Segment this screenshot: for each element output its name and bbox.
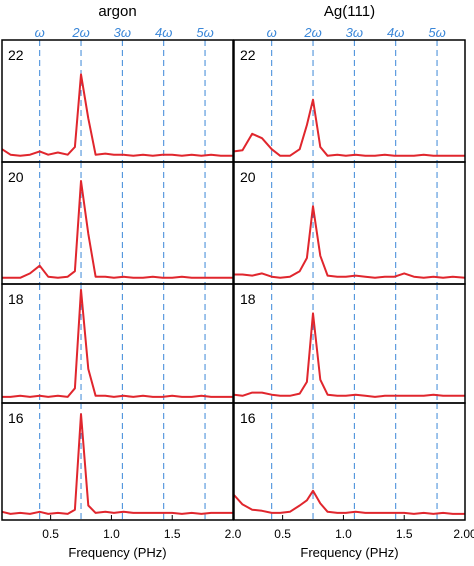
x-axis-label: Frequency (PHz) [300,545,398,560]
harmonic-label: 5ω [196,25,213,40]
x-tick-label: 2.0 [225,527,242,541]
spectrum-line [2,288,233,398]
harmonic-label: 3ω [114,25,131,40]
x-tick-label: 1.0 [335,527,352,541]
panel-frame [233,402,466,521]
x-tick-label: 1.5 [396,527,413,541]
harmonic-label: 2ω [303,25,321,40]
panel-frame [233,39,466,163]
x-tick-label: 1.5 [164,527,181,541]
column-1: argon ω 2ω 3ω 4ω 5ω 22 20 18 16 0.5 1.0 1.5 2.0 Freque… [1,3,242,560]
x-axis-label: Frequency (PHz) [68,545,166,560]
spectrum-line [233,312,465,398]
panel-frame [1,161,234,285]
x-tick-label: 0.5 [42,527,59,541]
column-2: Ag(111) ω 2ω 3ω 4ω 5ω 22 20 18 16 0.5 1.0 1.5 2.00 Fre… [233,3,474,560]
panel-16: 16 [1,402,234,521]
panel-frame [1,283,234,404]
panel-frame [1,402,234,521]
harmonic-label: ω [35,25,45,40]
panel-label: 20 [240,169,256,185]
panel-label: 22 [8,47,24,63]
x-tick-label: 0.5 [274,527,291,541]
panel-frame [1,39,234,163]
panel-20: 20 [233,161,466,285]
panel-16: 16 [233,402,466,521]
panel-18: 18 [1,283,234,404]
spectrum-line [234,205,466,279]
panel-label: 18 [8,291,24,307]
x-tick-label: 2.00 [453,527,474,541]
panel-22: 22 [1,39,234,163]
spectrum-line [1,413,233,515]
spectrum-line [2,180,233,279]
panel-22: 22 [233,39,466,163]
spectrum-line [233,98,465,157]
panel-label: 18 [240,291,256,307]
panel-frame [233,161,466,285]
harmonic-label: 2ω [71,25,89,40]
panel-label: 20 [8,169,24,185]
column-title: Ag(111) [324,3,375,20]
panel-label: 22 [240,47,256,63]
spectrum-line [1,73,233,157]
panel-label: 16 [240,410,256,426]
harmonic-label: 4ω [387,25,404,40]
panel-frame [233,283,466,404]
column-title: argon [98,3,136,20]
harmonic-label: 5ω [428,25,445,40]
panel-label: 16 [8,410,24,426]
harmonic-label: 4ω [155,25,172,40]
harmonic-label: 3ω [346,25,363,40]
panel-20: 20 [1,161,234,285]
spectrum-line [233,489,465,515]
x-tick-label: 1.0 [103,527,120,541]
harmonic-label: ω [267,25,277,40]
panel-18: 18 [233,283,466,404]
